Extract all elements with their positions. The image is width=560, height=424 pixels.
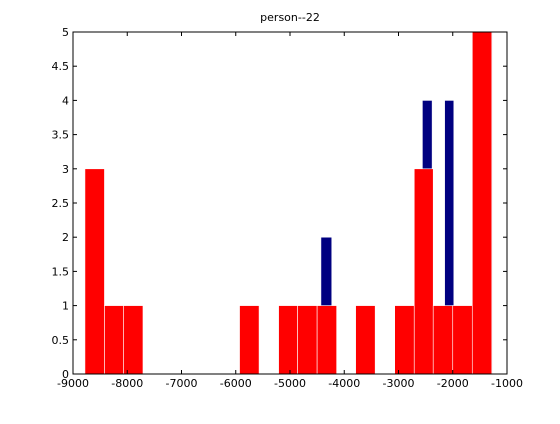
bar-series-2-11 — [432, 305, 454, 375]
bar-series-2-9 — [394, 305, 415, 375]
y-tick-label-5: 2 — [62, 231, 69, 244]
bar-series-2-7 — [316, 305, 337, 375]
y-tick-label-4: 1.5 — [52, 265, 70, 278]
y-tick-label-7: 3 — [62, 163, 69, 176]
x-tick-label-7: -3000 — [383, 377, 415, 390]
y-tick-label-3: 1 — [62, 300, 69, 313]
y-tick-label-2: 0.5 — [52, 334, 70, 347]
x-tick-label-6: -4000 — [328, 377, 360, 390]
bar-series-2-6 — [297, 305, 318, 375]
y-tick-label-8: 3.5 — [52, 129, 70, 142]
x-tick-label-4: -6000 — [220, 377, 252, 390]
x-tick-label-3: -7000 — [166, 377, 198, 390]
bar-series-2-12 — [452, 305, 473, 375]
bar-series-2-1 — [84, 168, 105, 375]
ticks-layer: -9000 -8000 -7000 -6000 -5000 -4000 -3000 -2000… — [52, 26, 523, 390]
bar-series-2-13 — [471, 31, 493, 375]
x-tick-label-9: -1000 — [491, 377, 523, 390]
y-tick-label-6: 2.5 — [52, 197, 70, 210]
bar-series-2-10 — [413, 168, 434, 375]
bar-series-2-8 — [355, 305, 376, 375]
bar-series-2-5 — [278, 305, 298, 375]
plot-frame — [72, 31, 508, 375]
y-tick-label-10: 4.5 — [52, 60, 70, 73]
x-tick-label-1: -9000 — [57, 377, 89, 390]
bar-series-2-4 — [239, 305, 260, 375]
bar-series-2-3 — [123, 305, 144, 375]
y-tick-label-1: 0 — [62, 368, 69, 381]
y-tick-label-9: 4 — [62, 94, 69, 107]
x-tick-label-8: -2000 — [437, 377, 469, 390]
x-tick-label-2: -8000 — [111, 377, 143, 390]
y-tick-label-11: 5 — [62, 26, 69, 39]
bar-series-2-2 — [104, 305, 124, 375]
chart-title: person--22 — [260, 11, 320, 24]
x-tick-label-5: -5000 — [274, 377, 306, 390]
